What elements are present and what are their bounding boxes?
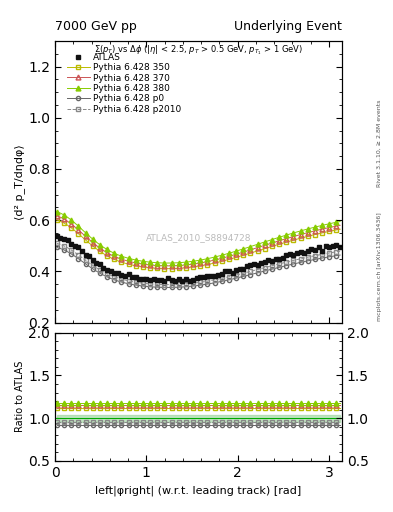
Pythia 6.428 350 <box>241 252 246 259</box>
Pythia 6.428 p0 <box>338 252 342 258</box>
Pythia 6.428 p2010 <box>309 253 314 260</box>
Pythia 6.428 p0 <box>227 276 231 283</box>
Pythia 6.428 p0 <box>230 276 235 282</box>
Pythia 6.428 350 <box>338 226 342 232</box>
Pythia 6.428 380 <box>252 242 256 248</box>
Pythia 6.428 350 <box>165 266 170 272</box>
Line: Pythia 6.428 p2010: Pythia 6.428 p2010 <box>55 241 342 287</box>
ATLAS <box>241 266 246 272</box>
Pythia 6.428 p0 <box>165 284 170 290</box>
ATLAS <box>309 246 314 252</box>
Text: Rivet 3.1.10, ≥ 2.8M events: Rivet 3.1.10, ≥ 2.8M events <box>377 100 382 187</box>
Pythia 6.428 p2010 <box>338 248 342 254</box>
Pythia 6.428 380 <box>184 259 188 265</box>
Pythia 6.428 p0 <box>252 271 256 277</box>
Pythia 6.428 p2010 <box>184 281 188 287</box>
Pythia 6.428 370 <box>252 246 256 252</box>
ATLAS <box>252 261 256 267</box>
Line: ATLAS: ATLAS <box>54 233 343 283</box>
Pythia 6.428 p0 <box>241 273 246 280</box>
Pythia 6.428 380 <box>309 225 314 231</box>
Pythia 6.428 370 <box>227 253 231 260</box>
Pythia 6.428 370 <box>241 249 246 255</box>
Pythia 6.428 370 <box>55 213 59 219</box>
Line: Pythia 6.428 p0: Pythia 6.428 p0 <box>55 245 342 289</box>
Pythia 6.428 p2010 <box>227 274 231 280</box>
ATLAS <box>173 278 178 284</box>
ATLAS <box>55 233 59 239</box>
Pythia 6.428 p0 <box>309 257 314 263</box>
Pythia 6.428 350 <box>309 232 314 239</box>
Pythia 6.428 380 <box>230 249 235 255</box>
Pythia 6.428 380 <box>338 219 342 225</box>
Text: ATLAS_2010_S8894728: ATLAS_2010_S8894728 <box>146 233 251 243</box>
Pythia 6.428 380 <box>165 260 170 266</box>
Pythia 6.428 370 <box>230 252 235 259</box>
Text: mcplots.cern.ch [arXiv:1306.3436]: mcplots.cern.ch [arXiv:1306.3436] <box>377 212 382 321</box>
Pythia 6.428 370 <box>184 262 188 268</box>
Pythia 6.428 380 <box>241 246 246 252</box>
Line: Pythia 6.428 380: Pythia 6.428 380 <box>54 209 343 266</box>
Pythia 6.428 350 <box>252 249 256 255</box>
Text: 7000 GeV pp: 7000 GeV pp <box>55 20 137 33</box>
Pythia 6.428 p2010 <box>252 267 256 273</box>
X-axis label: left|φright| (w.r.t. leading track) [rad]: left|φright| (w.r.t. leading track) [rad… <box>95 485 301 496</box>
Y-axis label: Ratio to ATLAS: Ratio to ATLAS <box>15 361 26 433</box>
ATLAS <box>227 268 231 274</box>
Pythia 6.428 380 <box>227 250 231 257</box>
ATLAS <box>230 269 235 275</box>
Y-axis label: ⟨d² p_T/dηdφ⟩: ⟨d² p_T/dηdφ⟩ <box>15 144 26 220</box>
Pythia 6.428 350 <box>230 255 235 262</box>
ATLAS <box>184 276 188 282</box>
Pythia 6.428 350 <box>184 265 188 271</box>
Pythia 6.428 p0 <box>184 284 188 290</box>
Pythia 6.428 p2010 <box>230 273 235 279</box>
Pythia 6.428 p2010 <box>241 270 246 276</box>
Pythia 6.428 p2010 <box>55 240 59 246</box>
Pythia 6.428 p2010 <box>165 282 170 288</box>
Text: $\Sigma(p_T)$ vs $\Delta\phi$ ($|\eta|$ < 2.5, $p_T$ > 0.5 GeV, $p_{T_1}$ > 1 Ge: $\Sigma(p_T)$ vs $\Delta\phi$ ($|\eta|$ … <box>94 44 303 57</box>
Pythia 6.428 350 <box>55 217 59 223</box>
Pythia 6.428 370 <box>309 229 314 235</box>
Text: Underlying Event: Underlying Event <box>234 20 342 33</box>
Pythia 6.428 370 <box>165 263 170 269</box>
Pythia 6.428 350 <box>227 257 231 263</box>
Legend: ATLAS, Pythia 6.428 350, Pythia 6.428 370, Pythia 6.428 380, Pythia 6.428 p0, Py: ATLAS, Pythia 6.428 350, Pythia 6.428 37… <box>65 51 183 116</box>
Line: Pythia 6.428 350: Pythia 6.428 350 <box>54 218 343 271</box>
Pythia 6.428 370 <box>338 222 342 228</box>
Line: Pythia 6.428 370: Pythia 6.428 370 <box>54 214 343 268</box>
Pythia 6.428 p0 <box>55 244 59 250</box>
Pythia 6.428 380 <box>55 209 59 215</box>
ATLAS <box>338 244 342 250</box>
